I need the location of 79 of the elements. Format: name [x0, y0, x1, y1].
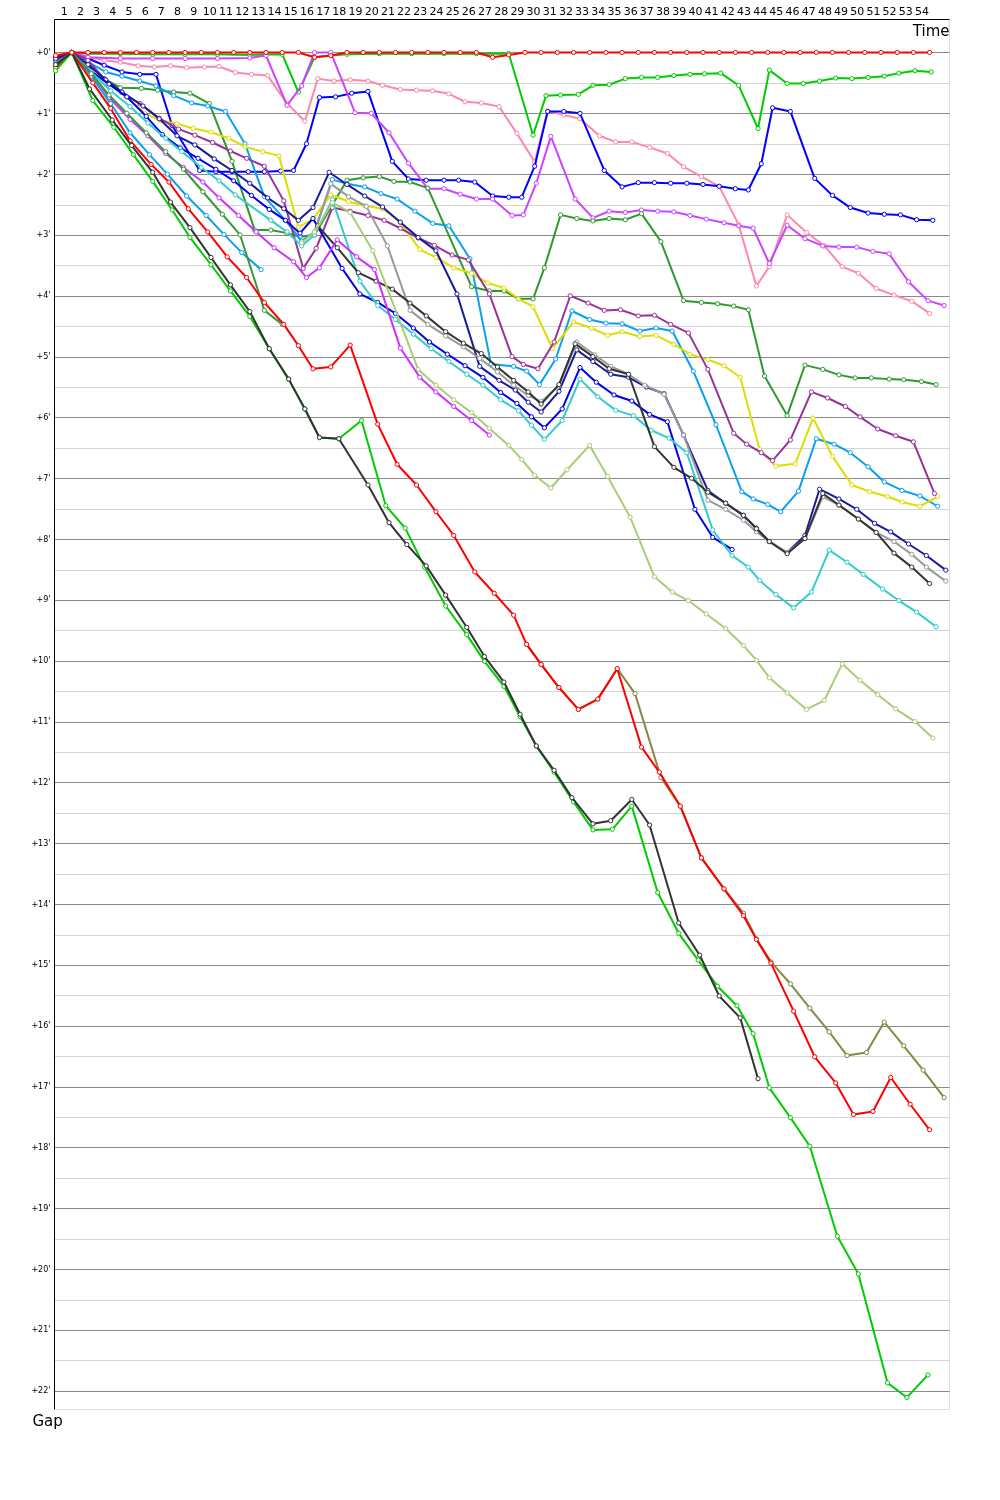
x-tick-label: 5 — [125, 4, 133, 18]
x-tick-label: 52 — [882, 4, 897, 18]
x-tick-label: 4 — [109, 4, 117, 18]
x-tick-label: 1 — [60, 4, 68, 18]
y-tick-label: +5' — [36, 352, 51, 362]
x-tick-label: 44 — [753, 4, 768, 18]
x-axis-title: Time — [911, 21, 950, 40]
x-tick-label: 36 — [623, 4, 638, 18]
x-tick-label: 42 — [720, 4, 735, 18]
x-tick-label: 50 — [850, 4, 865, 18]
x-tick-label: 12 — [235, 4, 250, 18]
y-tick-label: +20' — [31, 1264, 51, 1274]
x-tick-label: 29 — [510, 4, 525, 18]
y-tick-label: +21' — [31, 1325, 51, 1335]
y-tick-label: +16' — [31, 1021, 51, 1031]
x-tick-label: 43 — [736, 4, 751, 18]
y-tick-label: +6' — [36, 412, 51, 422]
y-tick-label: +14' — [31, 899, 51, 909]
x-tick-label: 11 — [219, 4, 234, 18]
y-tick-label: +19' — [31, 1203, 51, 1213]
x-tick-label: 24 — [429, 4, 444, 18]
x-tick-label: 21 — [380, 4, 395, 18]
x-tick-label: 20 — [364, 4, 379, 18]
x-tick-label: 54 — [914, 4, 929, 18]
x-tick-label: 7 — [157, 4, 165, 18]
x-tick-label: 49 — [834, 4, 849, 18]
x-tick-label: 10 — [202, 4, 217, 18]
x-tick-label: 25 — [445, 4, 460, 18]
y-tick-label: +2' — [36, 169, 51, 179]
x-tick-label: 8 — [174, 4, 181, 18]
x-tick-label: 48 — [817, 4, 832, 18]
x-tick-label: 40 — [688, 4, 703, 18]
x-tick-label: 15 — [283, 4, 298, 18]
x-tick-label: 39 — [672, 4, 687, 18]
x-tick-label: 18 — [332, 4, 347, 18]
y-tick-label: +1' — [36, 108, 51, 118]
x-tick-label: 31 — [542, 4, 557, 18]
y-tick-label: +4' — [36, 291, 51, 301]
y-tick-label: +17' — [31, 1082, 51, 1092]
y-tick-label: +22' — [31, 1386, 51, 1396]
x-tick-label: 34 — [591, 4, 606, 18]
x-tick-label: 32 — [558, 4, 573, 18]
x-tick-label: 41 — [704, 4, 719, 18]
x-tick-label: 3 — [93, 4, 101, 18]
x-tick-label: 16 — [299, 4, 314, 18]
x-tick-label: 22 — [397, 4, 412, 18]
x-tick-label: 47 — [801, 4, 816, 18]
x-tick-label: 35 — [607, 4, 622, 18]
x-tick-label: 30 — [526, 4, 541, 18]
x-tick-label: 17 — [316, 4, 331, 18]
x-tick-label: 14 — [267, 4, 282, 18]
x-tick-label: 46 — [785, 4, 800, 18]
x-tick-label: 28 — [494, 4, 509, 18]
x-tick-label: 33 — [575, 4, 590, 18]
x-tick-label: 2 — [76, 4, 84, 18]
x-tick-label: 23 — [413, 4, 428, 18]
x-tick-label: 38 — [656, 4, 671, 18]
x-tick-label: 51 — [866, 4, 881, 18]
y-axis-title: Gap — [32, 1411, 63, 1430]
x-tick-label: 27 — [478, 4, 493, 18]
x-tick-label: 6 — [141, 4, 149, 18]
x-tick-label: 37 — [639, 4, 654, 18]
y-tick-label: +3' — [36, 230, 51, 240]
x-tick-label: 53 — [898, 4, 913, 18]
x-tick-label: 19 — [348, 4, 363, 18]
y-tick-label: +10' — [31, 656, 51, 666]
x-tick-label: 9 — [190, 4, 198, 18]
x-tick-label: 45 — [769, 4, 784, 18]
y-tick-label: +12' — [31, 777, 51, 787]
y-tick-label: +7' — [36, 473, 51, 483]
x-tick-label: 26 — [461, 4, 476, 18]
y-tick-label: +15' — [31, 960, 51, 970]
y-tick-label: +8' — [36, 534, 51, 544]
y-tick-label: +18' — [31, 1142, 51, 1152]
y-tick-label: +0' — [36, 47, 51, 57]
x-tick-label: 13 — [251, 4, 266, 18]
y-tick-label: +9' — [36, 595, 51, 605]
y-tick-label: +11' — [31, 717, 51, 727]
y-tick-label: +13' — [31, 838, 51, 848]
